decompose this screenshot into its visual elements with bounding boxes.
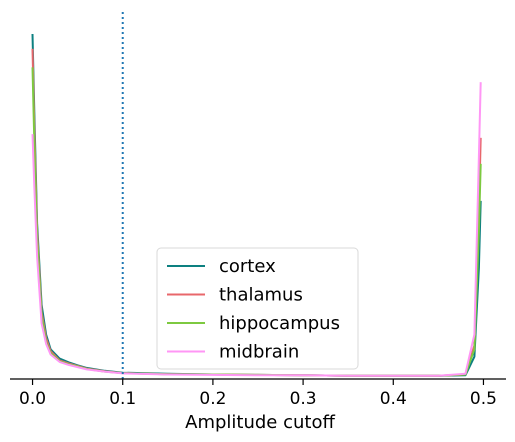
x-axis-label: Amplitude cutoff	[185, 412, 335, 433]
x-tick-label: 0.5	[470, 389, 497, 409]
legend-frame	[156, 247, 359, 370]
legend-label-cortex: cortex	[219, 256, 276, 277]
x-tick-label: 0.4	[380, 389, 407, 409]
x-tick-label: 0.1	[109, 389, 136, 409]
legend-label-thalamus: thalamus	[219, 285, 303, 306]
legend-label-hippocampus: hippocampus	[219, 313, 340, 334]
x-tick-label: 0.0	[19, 389, 46, 409]
x-axis-ticks: 0.0 0.1 0.2 0.3 0.4 0.5	[19, 379, 497, 409]
x-tick-label: 0.3	[290, 389, 317, 409]
legend-label-midbrain: midbrain	[219, 342, 299, 363]
legend: cortex thalamus hippocampus midbrain	[156, 247, 359, 370]
x-tick-label: 0.2	[199, 389, 226, 409]
